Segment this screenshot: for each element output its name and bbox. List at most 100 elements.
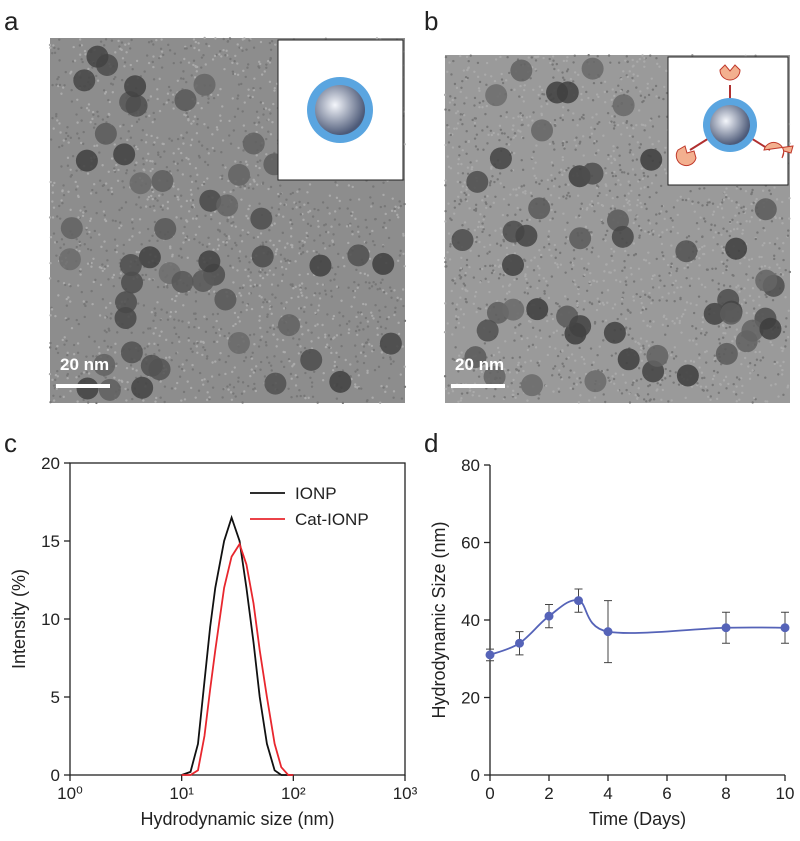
noise (564, 242, 566, 244)
noise (655, 95, 657, 97)
noise (102, 298, 104, 300)
noise (652, 233, 654, 235)
noise (624, 195, 626, 197)
noise (607, 289, 609, 291)
nanoparticle (121, 341, 143, 363)
noise (648, 292, 650, 294)
noise (619, 164, 621, 166)
noise (262, 277, 264, 279)
noise (670, 244, 672, 246)
noise (275, 345, 277, 347)
noise (191, 364, 193, 366)
noise (136, 121, 138, 123)
noise (521, 220, 523, 222)
noise (49, 44, 51, 46)
noise (768, 189, 770, 191)
noise (663, 218, 665, 220)
nanoparticle (99, 379, 121, 401)
noise (107, 265, 109, 267)
noise (707, 396, 709, 398)
noise (272, 274, 274, 276)
noise (237, 94, 239, 96)
noise (145, 205, 147, 207)
noise (121, 41, 123, 43)
noise (262, 301, 264, 303)
x-tick-label: 10 (776, 784, 795, 803)
noise (178, 336, 180, 338)
noise (616, 196, 618, 198)
nanoparticle (151, 170, 173, 192)
noise (169, 315, 171, 317)
noise (196, 66, 198, 68)
noise (265, 107, 267, 109)
noise (567, 68, 569, 70)
noise (86, 233, 88, 235)
noise (211, 361, 213, 363)
noise (543, 290, 545, 292)
noise (313, 294, 315, 296)
noise (124, 388, 126, 390)
noise (196, 132, 198, 134)
noise (304, 287, 306, 289)
noise (194, 312, 196, 314)
noise (265, 241, 267, 243)
noise (533, 256, 535, 258)
noise (150, 135, 152, 137)
noise (182, 142, 184, 144)
noise (163, 150, 165, 152)
noise (171, 387, 173, 389)
nanoparticle (528, 197, 550, 219)
noise (484, 278, 486, 280)
noise (384, 391, 386, 393)
noise (243, 390, 245, 392)
noise (334, 273, 336, 275)
nanoparticle (557, 81, 579, 103)
noise (670, 217, 672, 219)
noise (195, 291, 197, 293)
noise (390, 297, 392, 299)
noise (610, 120, 612, 122)
noise (312, 215, 314, 217)
noise (725, 269, 727, 271)
noise (721, 261, 723, 263)
noise (557, 355, 559, 357)
noise (450, 73, 452, 75)
noise (743, 256, 745, 258)
noise (559, 252, 561, 254)
noise (461, 80, 463, 82)
noise (603, 280, 605, 282)
noise (107, 99, 109, 101)
noise (396, 297, 398, 299)
noise (226, 385, 228, 387)
noise (595, 113, 597, 115)
noise (231, 371, 233, 373)
noise (249, 375, 251, 377)
noise (205, 63, 207, 65)
noise (602, 222, 604, 224)
noise (126, 381, 128, 383)
noise (562, 142, 564, 144)
noise (596, 280, 598, 282)
noise (57, 352, 59, 354)
noise (154, 118, 156, 120)
noise (356, 369, 358, 371)
noise (512, 379, 514, 381)
noise (695, 337, 697, 339)
noise (93, 281, 95, 283)
noise (339, 324, 341, 326)
noise (448, 109, 450, 111)
noise (154, 327, 156, 329)
noise (95, 212, 97, 214)
noise (458, 203, 460, 205)
noise (143, 304, 145, 306)
noise (748, 265, 750, 267)
noise (349, 224, 351, 226)
noise (465, 272, 467, 274)
noise (221, 105, 223, 107)
noise (680, 196, 682, 198)
noise (259, 63, 261, 65)
noise (306, 235, 308, 237)
noise (167, 92, 169, 94)
noise (481, 106, 483, 108)
noise (637, 342, 639, 344)
